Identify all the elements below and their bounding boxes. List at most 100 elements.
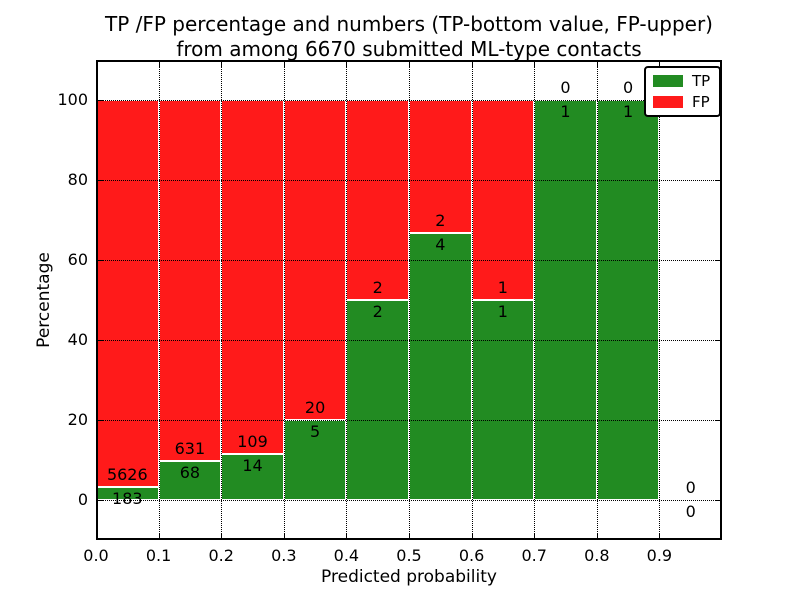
x-tick-label: 0.0 [83,546,109,565]
y-tick-label: 40 [67,330,88,349]
gridline-vertical [596,60,598,540]
x-tick-label: 0.9 [646,546,673,565]
x-tick-mark-top [158,60,160,67]
x-tick-mark [471,533,473,540]
x-tick-mark-top [596,60,598,67]
fp-color-swatch [653,96,683,108]
x-tick-mark [346,533,348,540]
bar-segment-fp [158,100,222,462]
x-tick-label: 0.7 [521,546,547,565]
x-tick-label: 0.2 [208,546,234,565]
bar-segment-tp [409,233,472,500]
bar-segment-fp [221,100,284,455]
legend-label-fp: FP [692,93,710,111]
x-tick-mark [221,533,223,540]
x-tick-label: 0.1 [145,546,172,565]
x-tick-label: 0.5 [396,546,422,565]
tp-count-label: 0 [685,502,696,521]
bar-segment-tp [158,461,222,500]
y-tick-label: 60 [67,250,88,269]
tp-count-label: 1 [560,102,571,121]
gridline-vertical [534,60,536,540]
y-tick-label: 100 [57,90,88,109]
gridline-vertical [346,60,348,540]
y-tick-mark-right [715,340,722,341]
y-tick-mark-right [715,500,722,501]
x-tick-mark [534,533,536,540]
y-tick-mark [96,180,103,181]
tp-count-label: 1 [623,102,634,121]
x-axis-label: Predicted probability [321,567,497,587]
tp-count-label: 4 [435,235,446,255]
x-tick-mark [96,533,97,540]
x-tick-mark [659,533,661,540]
x-tick-mark-top [221,60,223,67]
x-tick-mark-top [346,60,348,67]
y-tick-mark-right [715,420,722,421]
x-tick-mark-top [283,60,285,67]
bar-segment-tp [596,100,660,500]
chart-title-line2: from among 6670 submitted ML-type contac… [176,37,642,61]
legend-item-tp: TP [653,73,710,89]
x-tick-mark-top [409,60,410,67]
y-tick-mark [96,420,103,421]
bar-segment-fp [96,100,159,488]
fp-count-label: 20 [304,398,326,417]
gridline-vertical [471,60,473,540]
tp-count-label: 5 [310,422,321,441]
fp-count-label: 1 [497,278,508,297]
gridline-vertical [283,60,285,540]
bar-segment-fp [471,100,535,300]
x-tick-label: 0.4 [333,546,360,565]
x-tick-mark [283,533,285,540]
tp-count-label: 2 [372,302,383,321]
tp-count-label: 14 [242,456,263,476]
x-tick-mark [596,533,598,540]
y-tick-mark [96,260,103,261]
bar-segment-tp [221,454,284,500]
x-tick-mark-top [534,60,536,67]
y-tick-label: 20 [67,410,88,429]
chart-title-line1: TP /FP percentage and numbers (TP-bottom… [105,12,713,36]
y-tick-label: 80 [67,170,88,189]
legend-item-fp: FP [653,94,710,110]
fp-count-label: 0 [623,78,634,97]
gridline-vertical [659,60,661,540]
y-tick-mark-right [715,180,722,181]
x-tick-label: 0.6 [458,546,485,565]
bar-segment-tp [534,100,597,500]
fp-count-label: 109 [237,432,268,452]
y-tick-label: 0 [77,490,88,509]
legend-label-tp: TP [692,72,711,90]
tp-count-label: 183 [112,489,143,509]
x-tick-mark-top [471,60,473,67]
fp-count-label: 2 [372,278,383,297]
fp-count-label: 0 [685,478,696,497]
y-tick-mark [96,500,103,501]
gridline-vertical [158,60,160,540]
fp-count-label: 0 [560,78,571,97]
tp-count-label: 68 [179,463,201,483]
fp-count-label: 631 [174,439,206,459]
y-tick-mark [96,100,103,101]
bar-segment-tp [471,300,535,500]
bar-segment-tp [346,300,409,500]
gridline-vertical [409,60,410,540]
x-tick-label: 0.3 [271,546,297,565]
tp-count-label: 1 [497,302,508,321]
fp-count-label: 5626 [106,465,148,485]
y-tick-mark [96,340,103,341]
x-tick-mark [158,533,160,540]
fp-count-label: 2 [435,211,446,231]
bar-segment-fp [346,100,409,300]
gridline-vertical [221,60,223,540]
x-tick-label: 0.8 [584,546,610,565]
y-tick-mark-right [715,260,722,261]
legend: TP FP [644,66,722,117]
chart-title: TP /FP percentage and numbers (TP-bottom… [96,12,722,62]
x-tick-mark-top [96,60,97,67]
x-tick-mark-top [659,60,661,67]
x-tick-mark [409,533,410,540]
tp-color-swatch [653,75,683,87]
